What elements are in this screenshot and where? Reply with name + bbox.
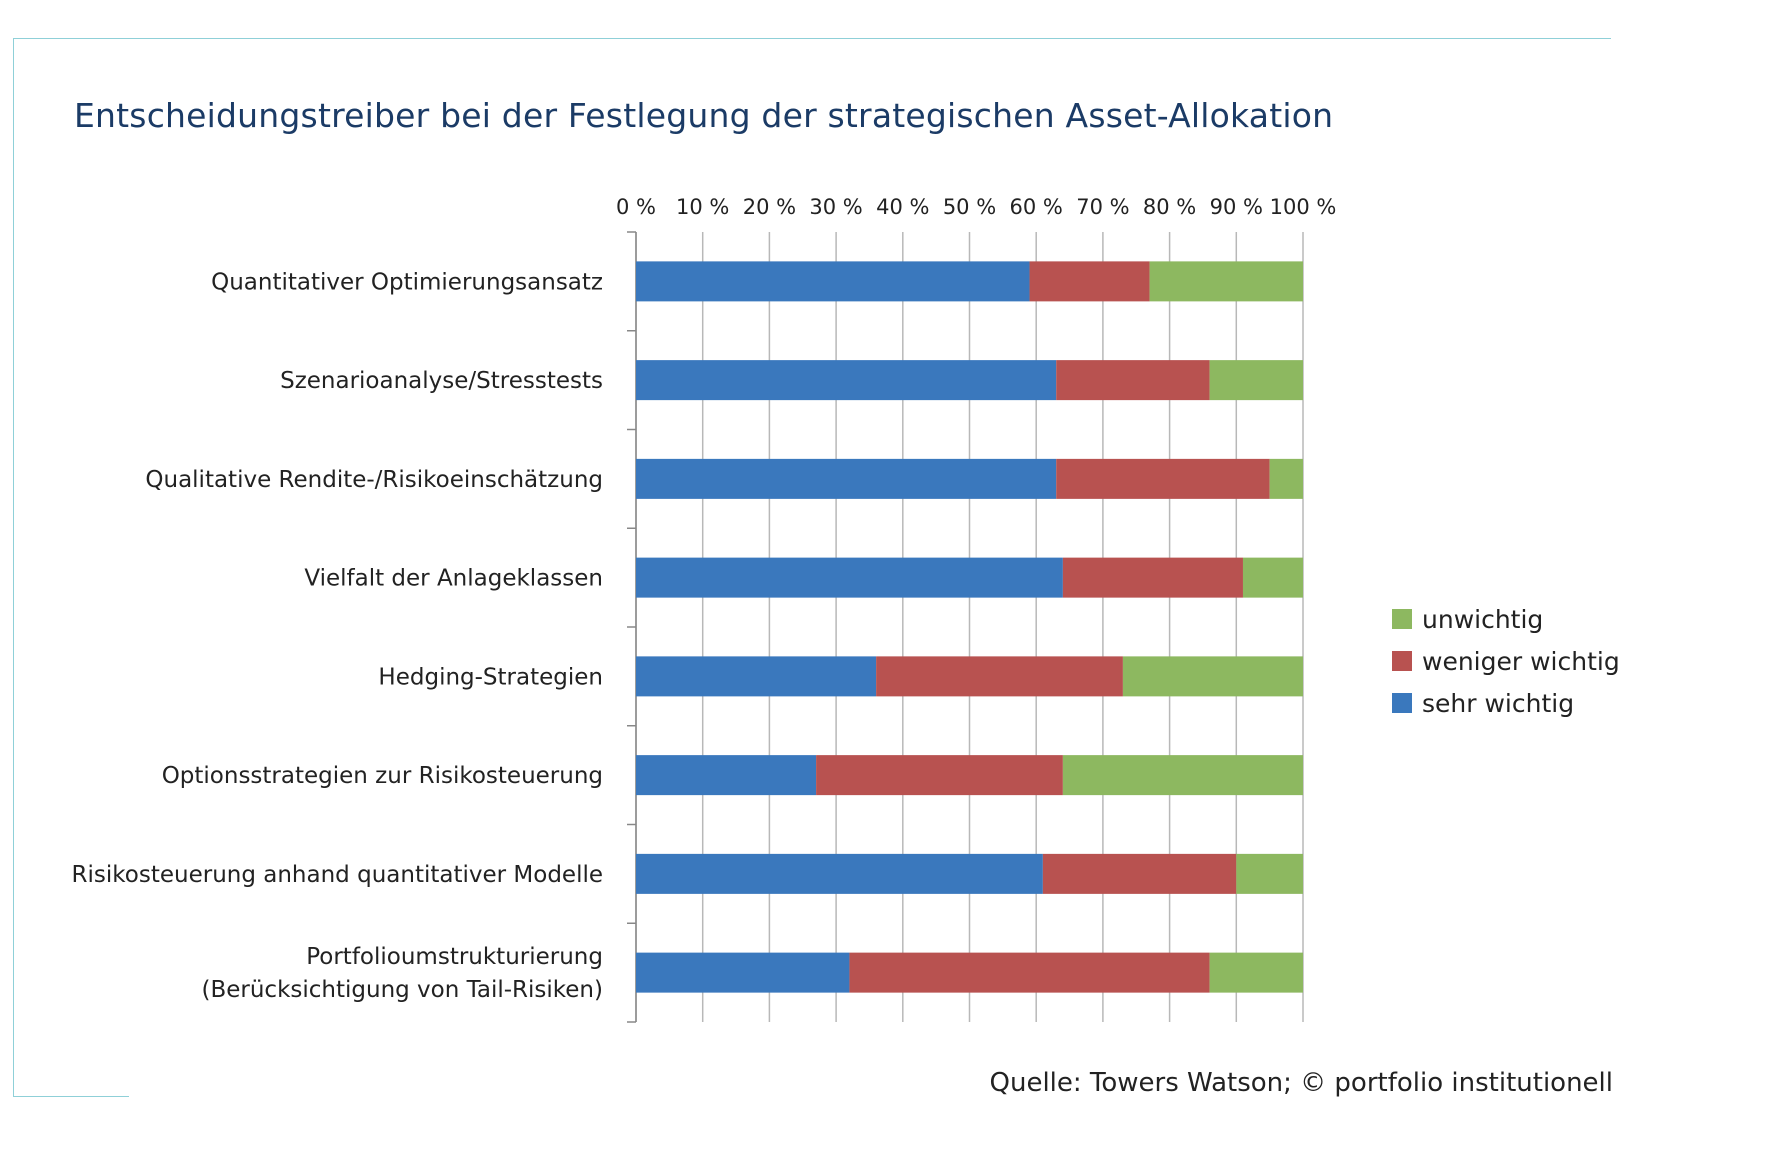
- bar-segment-unwichtig: [1242, 557, 1303, 598]
- bar-segment-sehr-wichtig: [636, 656, 877, 697]
- legend-swatch: [1392, 651, 1412, 671]
- bar-segment-unwichtig: [1149, 261, 1303, 302]
- x-tick-label: 60 %: [1010, 195, 1063, 219]
- bar-segment-unwichtig: [1269, 458, 1303, 499]
- x-tick-label: 0 %: [616, 195, 656, 219]
- bar-segment-weniger-wichtig: [849, 952, 1210, 993]
- legend-label: weniger wichtig: [1422, 646, 1620, 676]
- x-tick-label: 80 %: [1143, 195, 1196, 219]
- category-label: Risikosteuerung anhand quantitativer Mod…: [72, 862, 603, 888]
- x-tick-label: 30 %: [809, 195, 862, 219]
- x-tick-label: 20 %: [743, 195, 796, 219]
- category-label: Optionsstrategien zur Risikosteuerung: [162, 763, 603, 789]
- frame-bottom-line: [13, 1096, 129, 1097]
- bar-segment-unwichtig: [1209, 952, 1303, 993]
- bar-segment-weniger-wichtig: [1062, 557, 1243, 598]
- category-label: Qualitative Rendite-/Risikoeinschätzung: [145, 467, 603, 493]
- source-note: Quelle: Towers Watson; © portfolio insti…: [989, 1068, 1614, 1098]
- x-tick-label: 40 %: [876, 195, 929, 219]
- legend-item: weniger wichtig: [1392, 640, 1620, 682]
- bar-segment-sehr-wichtig: [636, 557, 1063, 598]
- bar-segment-weniger-wichtig: [816, 755, 1063, 796]
- legend-swatch: [1392, 609, 1412, 629]
- legend-item: unwichtig: [1392, 598, 1620, 640]
- chart-title: Entscheidungstreiber bei der Festlegung …: [74, 96, 1334, 135]
- legend-label: unwichtig: [1422, 604, 1544, 634]
- category-label: (Berücksichtigung von Tail-Risiken): [201, 977, 603, 1003]
- bar-segment-weniger-wichtig: [1042, 853, 1237, 894]
- frame-left-line: [13, 38, 14, 1096]
- category-label: Vielfalt der Anlageklassen: [304, 566, 603, 592]
- x-tick-label: 90 %: [1210, 195, 1263, 219]
- category-label: Quantitativer Optimierungsansatz: [211, 269, 603, 295]
- category-label: Portfolioumstrukturierung: [306, 944, 603, 970]
- category-label: Hedging-Strategien: [378, 664, 603, 690]
- legend-item: sehr wichtig: [1392, 682, 1620, 724]
- bar-segment-sehr-wichtig: [636, 755, 817, 796]
- bar-segment-unwichtig: [1122, 656, 1303, 697]
- bar-segment-unwichtig: [1062, 755, 1303, 796]
- bar-segment-weniger-wichtig: [1056, 458, 1270, 499]
- legend: unwichtig weniger wichtig sehr wichtig: [1392, 598, 1620, 724]
- bar-segment-unwichtig: [1209, 360, 1303, 401]
- bar-segment-sehr-wichtig: [636, 853, 1043, 894]
- bar-segment-sehr-wichtig: [636, 261, 1030, 302]
- bar-segment-weniger-wichtig: [1056, 360, 1210, 401]
- bar-segment-sehr-wichtig: [636, 360, 1057, 401]
- bar-segment-sehr-wichtig: [636, 952, 850, 993]
- bar-segment-sehr-wichtig: [636, 458, 1057, 499]
- legend-label: sehr wichtig: [1422, 688, 1575, 718]
- x-tick-label: 50 %: [943, 195, 996, 219]
- frame-top-line: [13, 38, 1611, 39]
- category-label: Szenarioanalyse/Stresstests: [280, 368, 603, 394]
- legend-swatch: [1392, 693, 1412, 713]
- bar-segment-unwichtig: [1236, 853, 1303, 894]
- x-tick-label: 100 %: [1270, 195, 1337, 219]
- x-tick-label: 70 %: [1076, 195, 1129, 219]
- bar-segment-weniger-wichtig: [876, 656, 1123, 697]
- x-tick-label: 10 %: [676, 195, 729, 219]
- bar-segment-weniger-wichtig: [1029, 261, 1150, 302]
